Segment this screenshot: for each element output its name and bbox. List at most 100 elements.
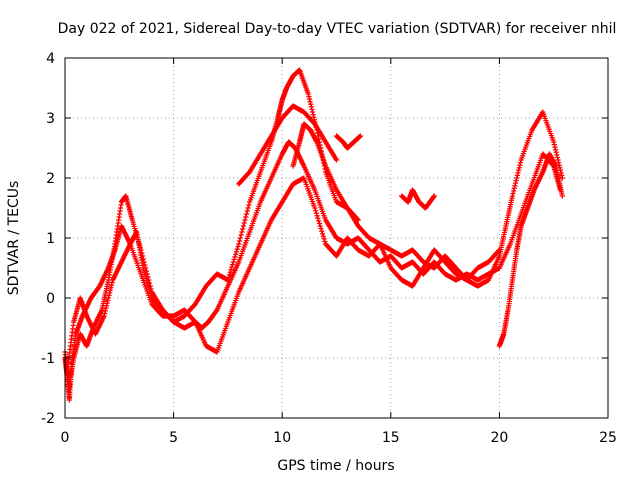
y-tick-label: 3 — [46, 111, 55, 127]
data-point — [246, 202, 252, 208]
data-point — [308, 101, 314, 107]
data-point — [510, 190, 516, 197]
data-point — [312, 205, 318, 211]
data-point — [559, 175, 565, 181]
data-point — [552, 144, 558, 150]
data-point — [230, 259, 236, 265]
data-point — [551, 141, 557, 148]
data-point — [554, 154, 561, 161]
data-point — [355, 217, 361, 223]
data-point — [238, 232, 244, 238]
data-point — [318, 225, 324, 232]
data-point — [313, 210, 319, 216]
data-point — [317, 223, 323, 229]
data-point — [242, 217, 248, 223]
data-point — [102, 310, 108, 317]
data-point — [226, 272, 233, 278]
data-point — [314, 213, 320, 219]
data-point — [229, 261, 236, 268]
data-point — [245, 205, 251, 211]
data-point — [236, 241, 242, 247]
data-point — [240, 226, 246, 232]
data-point — [516, 165, 522, 171]
data-point — [515, 170, 521, 176]
y-tick-label: -2 — [41, 411, 55, 427]
data-point — [105, 295, 112, 301]
y-tick-label: 1 — [46, 231, 55, 247]
data-point — [239, 229, 245, 235]
data-point — [105, 297, 111, 304]
data-point — [320, 233, 326, 239]
data-point — [102, 308, 108, 314]
data-point — [556, 159, 562, 166]
data-point — [311, 114, 317, 120]
data-point — [554, 152, 560, 158]
data-point — [308, 104, 314, 110]
data-point — [243, 214, 249, 220]
data-point — [551, 139, 557, 145]
data-point — [306, 96, 313, 102]
x-tick-label: 25 — [599, 430, 617, 446]
data-point — [237, 235, 243, 241]
x-tick-label: 20 — [490, 430, 508, 446]
data-point — [310, 109, 316, 115]
data-point — [496, 247, 502, 253]
data-point — [354, 216, 361, 222]
series-arc-8 — [290, 121, 361, 223]
data-point — [307, 99, 313, 105]
data-point — [103, 303, 110, 309]
data-point — [559, 193, 565, 199]
data-point — [516, 167, 522, 173]
data-point — [316, 220, 323, 227]
data-point — [552, 147, 559, 153]
axis-ticks — [64, 57, 609, 419]
series-arc-3 — [64, 175, 502, 373]
x-tick-label: 15 — [382, 430, 400, 446]
data-point — [228, 267, 234, 273]
data-point — [312, 207, 319, 214]
y-axis-label: SDTVAR / TECUs — [6, 181, 22, 296]
data-point — [310, 111, 316, 118]
data-point — [517, 159, 524, 166]
data-point — [229, 264, 235, 270]
data-point — [553, 149, 559, 155]
data-point — [431, 193, 437, 199]
data-point — [103, 305, 109, 311]
x-tick-labels: 0 5 10 15 20 25 — [61, 430, 617, 446]
data-point — [512, 183, 518, 189]
data-point — [509, 193, 516, 199]
plot-area — [62, 67, 565, 403]
data-point — [319, 228, 325, 234]
data-point — [244, 208, 250, 214]
x-axis-label: GPS time / hours — [277, 458, 394, 474]
series-arc-6 — [399, 187, 437, 211]
data-point — [333, 157, 340, 163]
data-point — [319, 231, 326, 237]
data-point — [496, 248, 502, 254]
y-tick-labels: -2 -1 0 1 2 3 4 — [41, 51, 55, 427]
data-point — [107, 287, 113, 293]
data-point — [321, 236, 327, 242]
data-point — [234, 246, 240, 252]
data-point — [225, 277, 231, 283]
data-point — [513, 177, 519, 184]
data-point — [104, 300, 110, 306]
data-point — [431, 194, 437, 200]
data-point — [517, 162, 523, 168]
x-tick-label: 10 — [273, 430, 291, 446]
data-point — [315, 215, 321, 221]
data-point — [357, 133, 363, 139]
y-tick-label: 4 — [46, 51, 55, 67]
x-tick-label: 5 — [169, 430, 178, 446]
data-point — [236, 238, 243, 244]
y-tick-label: 2 — [46, 171, 55, 187]
data-point — [109, 279, 115, 286]
data-point — [107, 290, 113, 296]
data-point — [233, 251, 239, 257]
data-point — [559, 172, 565, 179]
data-point — [512, 180, 519, 186]
data-point — [108, 282, 115, 288]
data-point — [243, 211, 250, 217]
x-tick-label: 0 — [61, 430, 70, 446]
data-point — [106, 292, 112, 299]
